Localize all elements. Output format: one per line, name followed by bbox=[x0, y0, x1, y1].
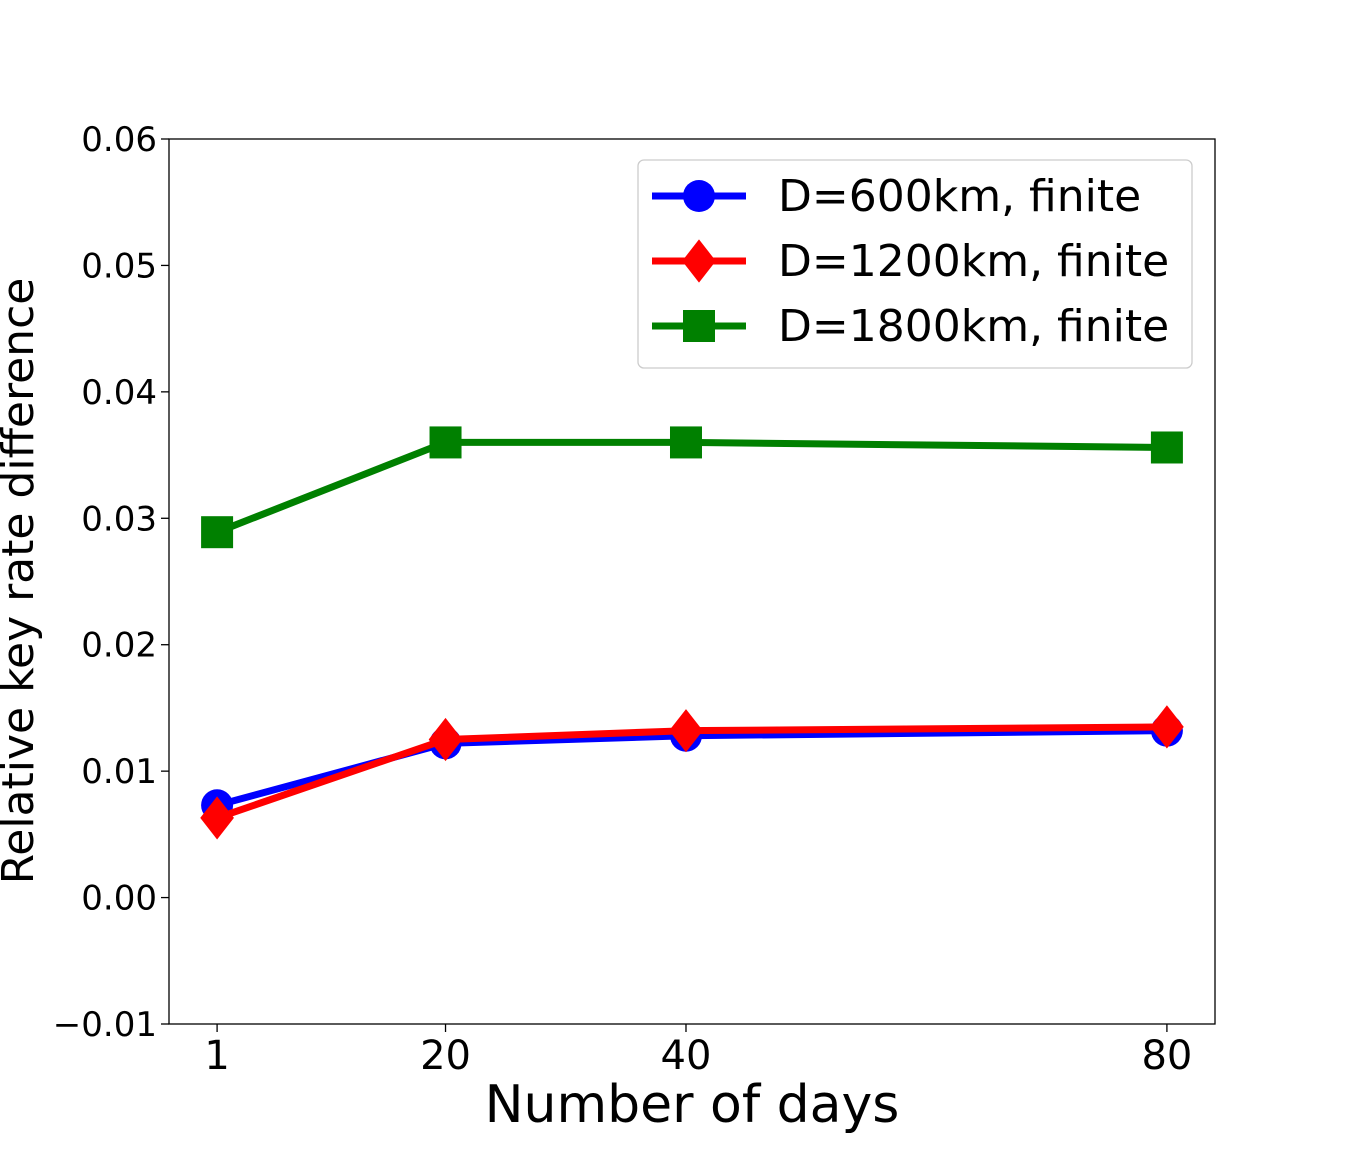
x-tick-label: 20 bbox=[420, 1033, 471, 1079]
plot-frame bbox=[168, 138, 1216, 1025]
series-line bbox=[216, 727, 1167, 809]
x-tick-label: 1 bbox=[204, 1033, 229, 1079]
y-tick-label: 0.05 bbox=[81, 246, 157, 286]
legend-marker bbox=[683, 180, 715, 212]
series-line bbox=[215, 723, 1167, 822]
y-tick-label: 0.04 bbox=[81, 373, 157, 413]
data-point bbox=[669, 709, 703, 753]
data-point bbox=[1150, 431, 1183, 464]
y-tick-label: −0.01 bbox=[53, 1005, 157, 1045]
legend-marker bbox=[683, 310, 715, 342]
data-point bbox=[669, 426, 702, 459]
legend-entry: D=1200km, finite bbox=[652, 236, 1169, 287]
series-line bbox=[215, 438, 1167, 536]
y-tick-label: 0.01 bbox=[81, 752, 157, 792]
legend-entry: D=1800km, finite bbox=[652, 301, 1169, 352]
x-tick-label: 40 bbox=[661, 1033, 712, 1079]
y-axis-title: Relative key rate difference bbox=[0, 278, 44, 885]
y-tick-label: 0.02 bbox=[81, 626, 157, 666]
data-point bbox=[1150, 705, 1184, 749]
legend-label: D=1200km, finite bbox=[778, 236, 1169, 287]
x-axis-title: Number of days bbox=[485, 1075, 900, 1135]
x-axis-ticks: 1 20 40 80 bbox=[204, 1024, 1192, 1079]
legend-entry: D=600km, finite bbox=[652, 171, 1141, 222]
y-tick-label: 0.00 bbox=[81, 879, 157, 919]
y-tick-label: 0.03 bbox=[81, 499, 157, 539]
data-point bbox=[200, 796, 234, 840]
data-point bbox=[201, 516, 234, 549]
series-group bbox=[200, 426, 1184, 840]
plot-area bbox=[168, 138, 1216, 1025]
series-3 bbox=[201, 426, 1183, 549]
legend-label: D=1800km, finite bbox=[778, 301, 1169, 352]
data-point bbox=[429, 426, 462, 459]
legend-box bbox=[637, 159, 1193, 369]
data-point bbox=[428, 717, 463, 762]
series-2 bbox=[200, 705, 1184, 840]
legend-marker bbox=[682, 239, 716, 283]
legend-label: D=600km, finite bbox=[778, 171, 1141, 222]
y-tick-label: 0.06 bbox=[81, 120, 157, 160]
legend: D=600km, finite D=1200km, finite D=1800km,… bbox=[637, 159, 1193, 369]
y-axis-ticks: −0.01 0.00 0.01 0.02 0.03 0.04 0.05 0.06 bbox=[53, 120, 169, 1045]
x-tick-label: 80 bbox=[1141, 1033, 1192, 1079]
